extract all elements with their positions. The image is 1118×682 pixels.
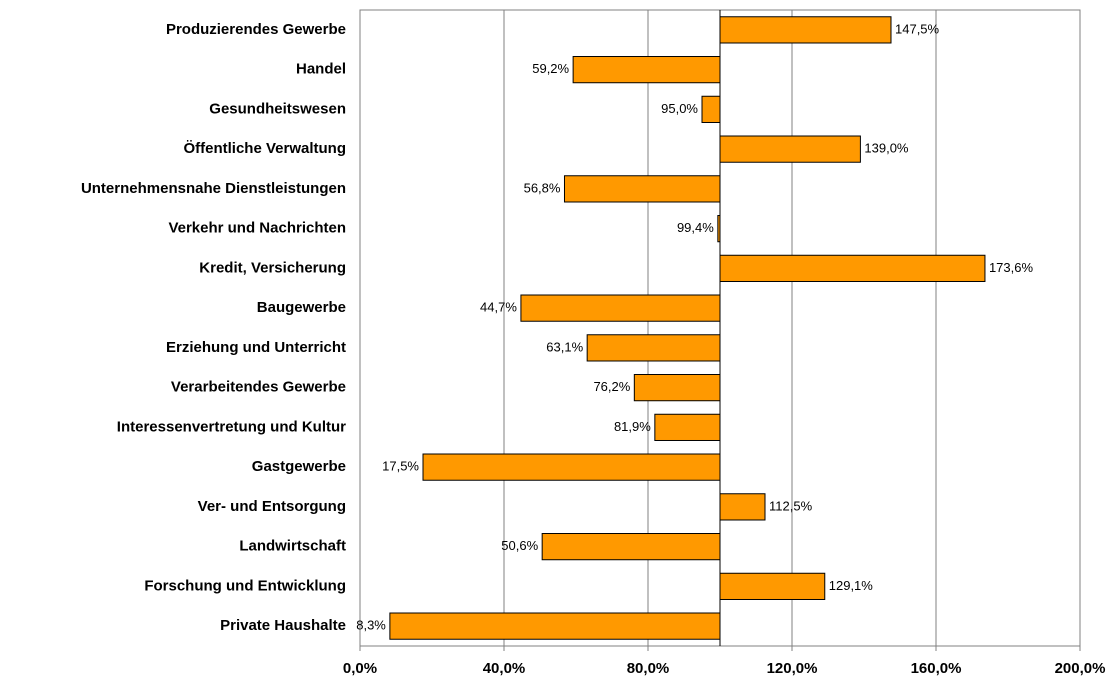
category-label: Baugewerbe xyxy=(257,299,346,316)
category-label: Ver- und Entsorgung xyxy=(198,498,346,515)
category-label: Erziehung und Unterricht xyxy=(166,339,346,356)
data-label: 139,0% xyxy=(864,141,909,156)
data-label: 8,3% xyxy=(356,618,386,633)
category-label: Verarbeitendes Gewerbe xyxy=(171,379,346,396)
bar xyxy=(633,374,721,402)
data-label: 44,7% xyxy=(480,300,517,315)
data-label: 63,1% xyxy=(546,339,583,354)
bar xyxy=(719,16,892,44)
x-tick-label: 40,0% xyxy=(483,660,526,677)
data-label: 50,6% xyxy=(501,538,538,553)
data-label: 59,2% xyxy=(532,61,569,76)
data-label: 76,2% xyxy=(593,379,630,394)
data-label: 56,8% xyxy=(524,180,561,195)
x-tick-label: 0,0% xyxy=(343,660,377,677)
x-tick-label: 160,0% xyxy=(911,660,962,677)
category-label: Produzierendes Gewerbe xyxy=(166,21,346,38)
category-label: Gastgewerbe xyxy=(252,458,346,475)
data-label: 112,5% xyxy=(769,498,813,513)
bar xyxy=(541,533,721,561)
bar xyxy=(586,334,721,362)
bar xyxy=(719,254,986,282)
bar xyxy=(719,135,861,163)
category-label: Landwirtschaft xyxy=(239,538,346,555)
data-label: 129,1% xyxy=(829,578,874,593)
category-label: Interessenvertretung und Kultur xyxy=(117,418,346,435)
data-label: 17,5% xyxy=(382,459,419,474)
category-label: Private Haushalte xyxy=(220,617,346,634)
data-label: 95,0% xyxy=(661,101,698,116)
x-tick-label: 200,0% xyxy=(1055,660,1106,677)
category-label: Kredit, Versicherung xyxy=(199,259,346,276)
x-tick-label: 80,0% xyxy=(627,660,670,677)
bar xyxy=(422,453,721,481)
bar xyxy=(654,413,721,441)
bar xyxy=(719,493,766,521)
category-label: Verkehr und Nachrichten xyxy=(168,220,346,237)
x-tick-label: 120,0% xyxy=(767,660,818,677)
bar xyxy=(572,56,721,84)
data-label: 173,6% xyxy=(989,260,1034,275)
bar xyxy=(563,175,721,203)
bar xyxy=(520,294,721,322)
category-label: Öffentliche Verwaltung xyxy=(183,140,346,157)
data-label: 147,5% xyxy=(895,21,940,36)
bar xyxy=(719,572,826,600)
category-label: Unternehmensnahe Dienstleistungen xyxy=(81,180,346,197)
category-label: Handel xyxy=(296,61,346,78)
category-label: Gesundheitswesen xyxy=(209,100,346,117)
bar xyxy=(389,612,721,640)
data-label: 81,9% xyxy=(614,419,651,434)
category-label: Forschung und Entwicklung xyxy=(144,577,346,594)
data-label: 99,4% xyxy=(677,220,714,235)
bar xyxy=(701,95,721,123)
